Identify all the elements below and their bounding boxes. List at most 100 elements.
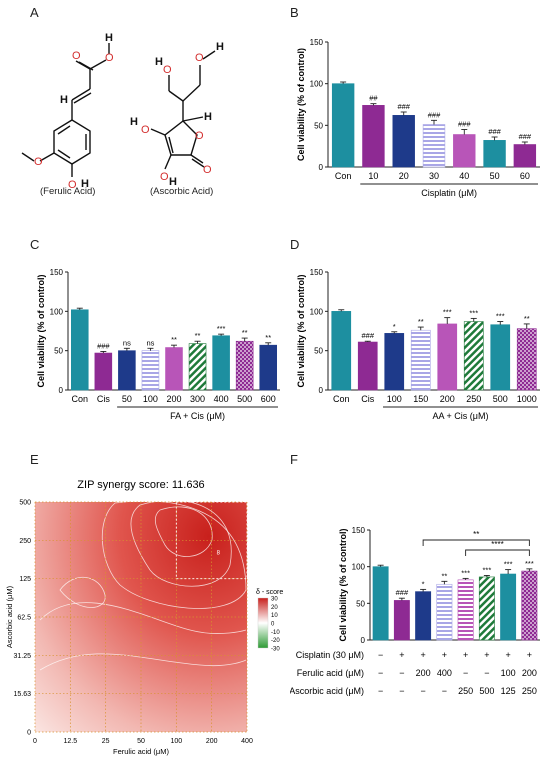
bar	[513, 144, 537, 168]
x-tick-label: 10	[368, 171, 378, 181]
x-tick-label: Cis	[97, 394, 110, 404]
significance-label: **	[418, 317, 424, 326]
significance-label: ###	[458, 120, 471, 129]
chart-aa-cis-viability: 0 50 100 150 Cell viability (% of control) Co…	[296, 268, 540, 421]
significance-label: **	[195, 331, 201, 340]
x-tick-label: Con	[72, 394, 89, 404]
table-cell: 400	[437, 668, 452, 678]
y-tick-label: 100	[352, 563, 366, 572]
significance-label: ###	[397, 102, 410, 111]
significance-label: ***	[504, 560, 513, 569]
y-axis-label: Cell viability (% of control)	[296, 274, 306, 387]
svg-text:H: H	[216, 41, 224, 53]
significance-label: **	[265, 333, 271, 342]
significance-label: **	[242, 328, 248, 337]
legend-tick-label: 10	[271, 613, 278, 619]
table-cell: −	[463, 668, 468, 678]
y-tick-label: 150	[352, 526, 366, 535]
svg-text:H: H	[155, 56, 163, 68]
svg-text:H: H	[60, 94, 68, 106]
legend-tick-label: 20	[271, 605, 278, 611]
bar	[415, 591, 432, 641]
group-label: FA + Cis (μM)	[170, 411, 225, 421]
legend-tick-label: -20	[271, 638, 280, 644]
bar	[357, 341, 378, 391]
bar	[372, 566, 389, 641]
bar	[516, 328, 537, 391]
svg-text:O: O	[195, 52, 204, 64]
table-cell: −	[378, 650, 383, 660]
svg-text:H: H	[204, 111, 212, 123]
y-tick-label: 150	[310, 268, 324, 277]
bar	[422, 124, 446, 168]
heatmap-title: ZIP synergy score: 11.636	[77, 479, 204, 491]
group-label: Cisplatin (μM)	[421, 188, 477, 198]
table-cell: 250	[522, 686, 537, 696]
bar	[500, 573, 517, 641]
bar	[392, 115, 415, 168]
table-row-label: Cisplatin (30 μM)	[296, 650, 364, 660]
significance-label: **	[441, 571, 447, 580]
peak-label: 8	[217, 550, 221, 556]
ascorbic-acid-structure: O H O H H O O H O H O	[130, 41, 224, 188]
x-tick-label: 200	[440, 394, 455, 404]
table-cell: +	[484, 650, 489, 660]
x-tick-label: 250	[466, 394, 481, 404]
svg-text:O: O	[203, 164, 212, 176]
bar	[453, 134, 476, 168]
y-tick-label: 0	[319, 163, 324, 172]
table-cell: −	[399, 686, 404, 696]
y-tick-label: 100	[310, 80, 324, 89]
bar	[478, 576, 495, 641]
bar	[483, 140, 506, 168]
significance-label: ***	[443, 308, 452, 317]
y-tick-label: 0	[361, 636, 366, 645]
x-tick-label: 12.5	[64, 738, 78, 745]
bar	[94, 352, 113, 391]
significance-label: ###	[519, 132, 532, 141]
x-tick-label: 1000	[517, 394, 537, 404]
y-tick-label: 250	[19, 538, 31, 545]
table-cell: −	[378, 668, 383, 678]
x-tick-label: 200	[166, 394, 181, 404]
bar	[70, 309, 89, 391]
x-tick-label: 20	[399, 171, 409, 181]
x-tick-label: Con	[335, 171, 352, 181]
x-tick-label: 40	[459, 171, 469, 181]
significance-label: ***	[469, 308, 478, 317]
y-axis-label: Cell viability (% of control)	[338, 528, 348, 641]
y-tick-label: 50	[314, 121, 323, 130]
chart-fa-cis-viability: 0 50 100 150 Cell viability (% of control) Co…	[36, 268, 280, 421]
y-tick-label: 31.25	[13, 653, 31, 660]
contour-line	[154, 506, 213, 557]
svg-text:O: O	[160, 171, 169, 183]
significance-label: *	[422, 579, 425, 588]
table-cell: +	[399, 650, 404, 660]
bar	[463, 321, 484, 391]
y-tick-label: 50	[314, 347, 323, 356]
y-axis-label: Ascorbic acid (μM)	[5, 585, 14, 648]
y-tick-label: 0	[59, 386, 64, 395]
y-tick-label: 50	[356, 599, 365, 608]
contour-line	[39, 653, 247, 671]
y-tick-label: 15.63	[13, 691, 31, 698]
y-tick-label: 100	[50, 307, 64, 316]
significance-label: **	[171, 335, 177, 344]
x-tick-label: 500	[493, 394, 508, 404]
svg-text:O: O	[163, 64, 172, 76]
bar	[384, 333, 405, 391]
y-axis-label: Cell viability (% of control)	[296, 48, 306, 161]
x-tick-label: 100	[387, 394, 402, 404]
panel-label-d: D	[290, 237, 300, 252]
legend-colorbar	[257, 597, 269, 649]
bar	[259, 344, 278, 391]
panel-label-b: B	[290, 5, 299, 20]
x-tick-label: 600	[261, 394, 276, 404]
ferulic-acid-structure: O O H H O O H	[21, 32, 114, 190]
y-tick-label: 125	[19, 576, 31, 583]
chart-combination-viability: 0 50 100 150 Cell viability (% of control) ##…	[290, 526, 540, 696]
x-tick-label: 50	[490, 171, 500, 181]
svg-text:O: O	[141, 124, 150, 136]
svg-text:O: O	[72, 50, 81, 62]
